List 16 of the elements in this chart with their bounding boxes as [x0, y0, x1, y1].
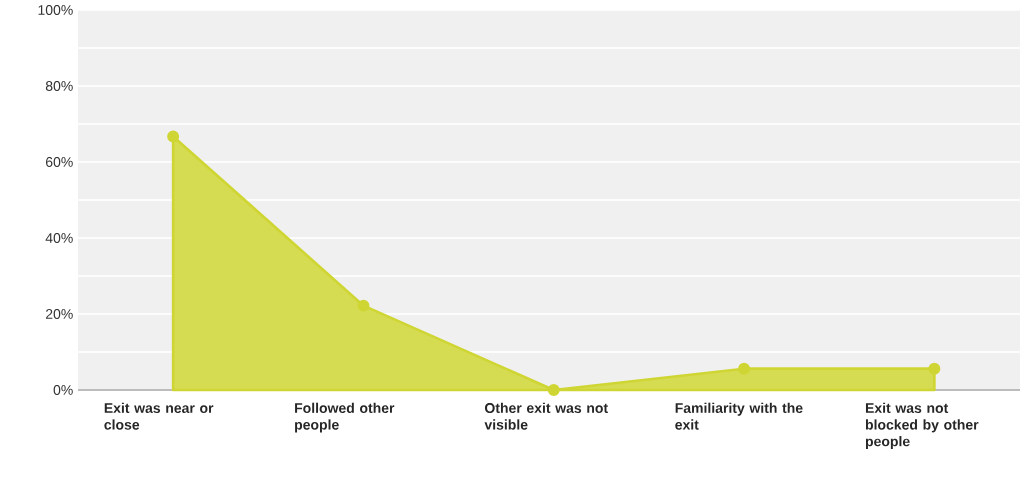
x-tick-label: Followed other people [295, 402, 395, 433]
point [738, 362, 751, 375]
y-tick-label: 80% [45, 81, 73, 91]
y-tick-label: 40% [45, 233, 73, 243]
point [167, 130, 180, 143]
x-tick-label: Exit was not blocked by other people [865, 402, 979, 450]
x-tick-label: Other exit was not visible [484, 402, 608, 430]
x-tick-label: Familiarity with the exit [675, 402, 803, 430]
point [928, 362, 941, 375]
y-tick-label: 60% [45, 157, 73, 167]
x-tick-label: Exit was near or close [104, 402, 214, 430]
y-tick-label: 20% [45, 309, 73, 319]
y-tick-label: 0% [53, 385, 73, 395]
y-tick-label: 100% [38, 5, 73, 15]
point [547, 383, 560, 396]
point [357, 299, 370, 312]
